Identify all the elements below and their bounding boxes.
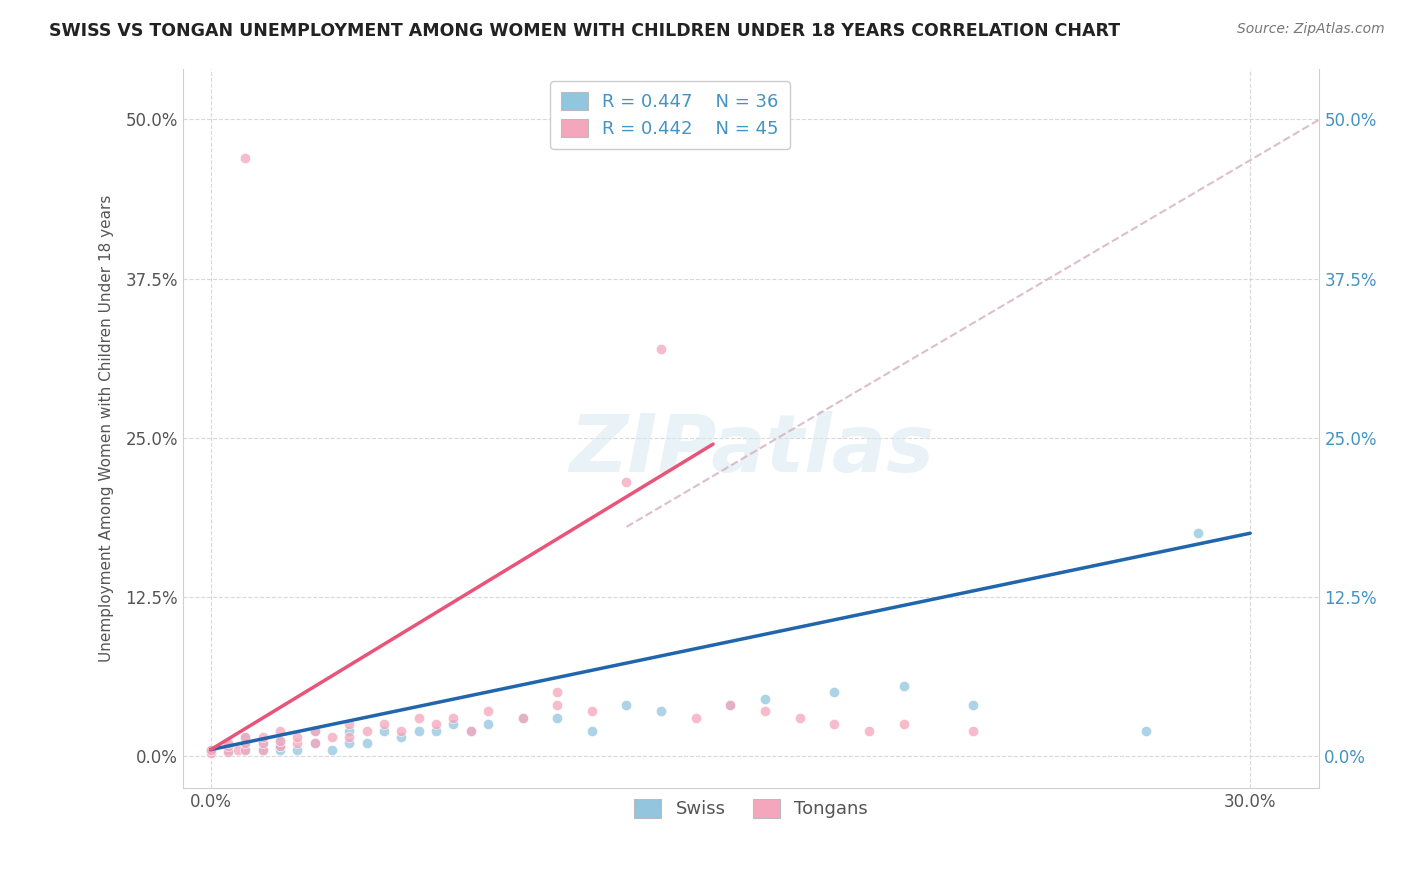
Point: [233, 742, 256, 756]
Point: [823, 717, 845, 731]
Point: [233, 736, 256, 750]
Point: [616, 475, 638, 490]
Point: [408, 723, 430, 738]
Point: [285, 742, 308, 756]
Point: [789, 711, 811, 725]
Point: [269, 733, 291, 747]
Point: [337, 730, 360, 744]
Point: [616, 698, 638, 712]
Point: [512, 711, 534, 725]
Point: [304, 723, 326, 738]
Point: [460, 723, 482, 738]
Point: [718, 698, 741, 712]
Point: [425, 723, 447, 738]
Point: [441, 711, 464, 725]
Point: [1187, 526, 1209, 541]
Point: [546, 711, 568, 725]
Point: [754, 705, 776, 719]
Point: [389, 723, 412, 738]
Point: [718, 698, 741, 712]
Point: [858, 723, 880, 738]
Point: [252, 742, 274, 756]
Y-axis label: Unemployment Among Women with Children Under 18 years: Unemployment Among Women with Children U…: [100, 194, 114, 662]
Point: [269, 723, 291, 738]
Point: [252, 736, 274, 750]
Point: [321, 730, 343, 744]
Point: [252, 742, 274, 756]
Text: ZIPatlas: ZIPatlas: [568, 411, 934, 489]
Point: [285, 736, 308, 750]
Point: [217, 742, 239, 756]
Point: [217, 736, 239, 750]
Point: [893, 679, 915, 693]
Point: [650, 342, 672, 356]
Point: [252, 730, 274, 744]
Point: [200, 742, 222, 756]
Text: SWISS VS TONGAN UNEMPLOYMENT AMONG WOMEN WITH CHILDREN UNDER 18 YEARS CORRELATIO: SWISS VS TONGAN UNEMPLOYMENT AMONG WOMEN…: [49, 22, 1121, 40]
Point: [200, 742, 222, 756]
Point: [823, 685, 845, 699]
Point: [269, 733, 291, 747]
Point: [233, 730, 256, 744]
Point: [893, 717, 915, 731]
Point: [233, 730, 256, 744]
Point: [321, 742, 343, 756]
Point: [337, 723, 360, 738]
Point: [581, 705, 603, 719]
Point: [233, 742, 256, 756]
Point: [269, 739, 291, 753]
Point: [304, 736, 326, 750]
Point: [269, 739, 291, 753]
Point: [373, 717, 395, 731]
Point: [685, 711, 707, 725]
Point: [337, 717, 360, 731]
Point: [217, 745, 239, 759]
Point: [546, 685, 568, 699]
Point: [581, 723, 603, 738]
Point: [269, 742, 291, 756]
Point: [373, 723, 395, 738]
Point: [356, 723, 378, 738]
Point: [389, 730, 412, 744]
Point: [200, 747, 222, 761]
Point: [650, 705, 672, 719]
Point: [546, 698, 568, 712]
Point: [962, 723, 984, 738]
Point: [233, 151, 256, 165]
Text: Source: ZipAtlas.com: Source: ZipAtlas.com: [1237, 22, 1385, 37]
Point: [217, 739, 239, 753]
Point: [477, 717, 499, 731]
Point: [228, 742, 250, 756]
Point: [754, 691, 776, 706]
Point: [408, 711, 430, 725]
Point: [477, 705, 499, 719]
Point: [233, 736, 256, 750]
Point: [356, 736, 378, 750]
Point: [252, 736, 274, 750]
Point: [425, 717, 447, 731]
Point: [962, 698, 984, 712]
Point: [512, 711, 534, 725]
Point: [1135, 723, 1157, 738]
Point: [304, 723, 326, 738]
Point: [337, 736, 360, 750]
Point: [441, 717, 464, 731]
Point: [285, 730, 308, 744]
Legend: Swiss, Tongans: Swiss, Tongans: [627, 792, 876, 826]
Point: [460, 723, 482, 738]
Point: [304, 736, 326, 750]
